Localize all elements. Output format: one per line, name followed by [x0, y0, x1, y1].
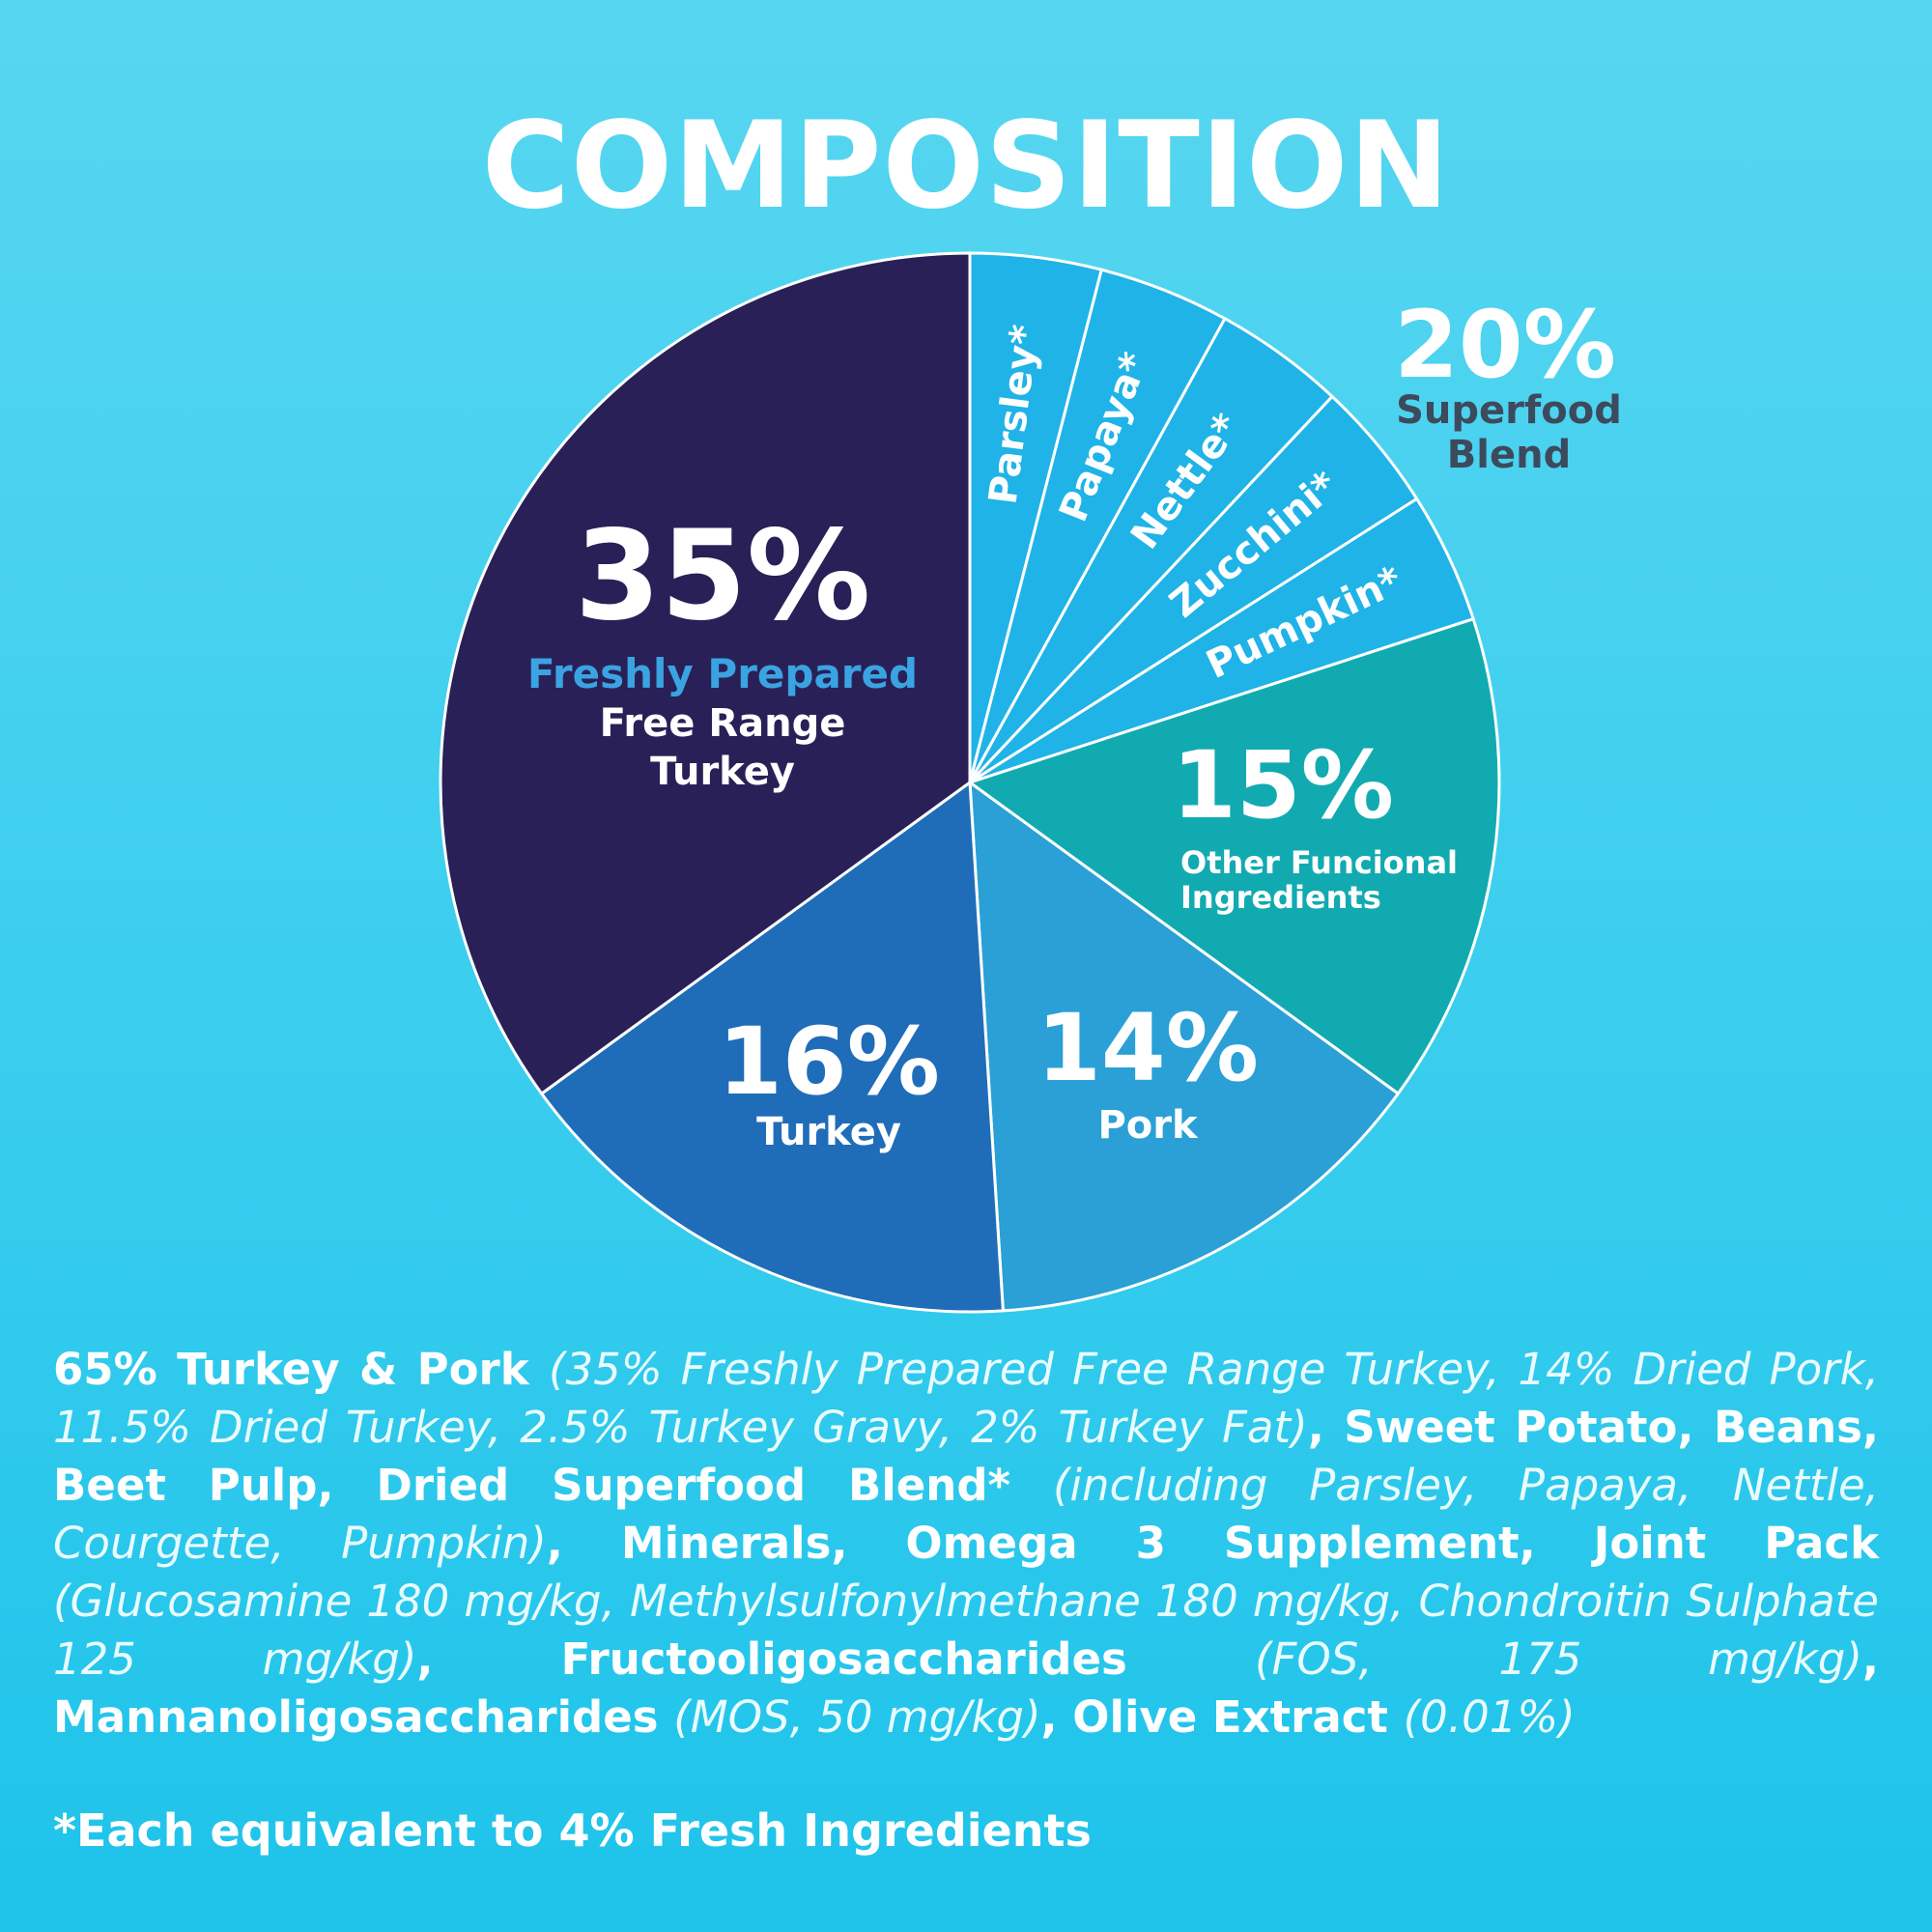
- slice-label-turkey: Turkey: [756, 1110, 901, 1154]
- superfood-label: Blend: [1447, 433, 1571, 477]
- ingredient-segment: (Glucosamine 180 mg/kg, Methylsulfonylme…: [53, 1576, 1879, 1685]
- slice-label-turkey_fresh: Turkey: [650, 750, 795, 794]
- pie-slice-turkey_fresh: [439, 251, 972, 1095]
- slice-highlight-turkey_fresh: Freshly Prepared: [527, 650, 918, 697]
- ingredients-list: 65% Turkey & Pork (35% Freshly Prepared …: [53, 1341, 1879, 1747]
- slice-label-functional: Other Funcional: [1180, 844, 1458, 881]
- superfood-label: Superfood: [1396, 388, 1622, 433]
- ingredient-segment: , Sweet Potato, Beans, Beet Pulp, Dried …: [53, 1402, 1879, 1511]
- footnote: *Each equivalent to 4% Fresh Ingredients: [53, 1804, 1092, 1857]
- slice-label-turkey_fresh: Free Range: [600, 701, 846, 746]
- slice-label-pork: Pork: [1097, 1103, 1199, 1148]
- slice-percent-turkey: 16%: [718, 1008, 940, 1116]
- slice-percent-turkey_fresh: 35%: [575, 504, 870, 648]
- ingredient-segment: , Minerals, Omega 3 Supplement, Joint Pa…: [546, 1518, 1879, 1569]
- ingredient-segment: (35% Freshly Prepared Free Range Turkey,…: [53, 1344, 1880, 1453]
- chart-title: COMPOSITION: [481, 97, 1451, 236]
- pie-slice-functional: [968, 617, 1501, 1095]
- ingredient-segment: , Mannanoligosaccharides: [53, 1634, 1879, 1743]
- pie-slice-pork: [968, 781, 1400, 1313]
- superfood-percent: 20%: [1394, 291, 1616, 399]
- ingredient-segment: (MOS, 50 mg/kg): [673, 1691, 1041, 1743]
- ingredient-segment: (0.01%): [1403, 1691, 1576, 1743]
- ingredient-segment: 65% Turkey & Pork: [53, 1344, 549, 1395]
- slice-percent-functional: 15%: [1172, 731, 1394, 839]
- slice-label-functional: Ingredients: [1180, 879, 1381, 916]
- ingredient-segment: , Fructooligosaccharides: [416, 1634, 1255, 1685]
- ingredient-segment: (FOS, 175 mg/kg): [1254, 1634, 1862, 1685]
- pie-slice-turkey: [540, 781, 1005, 1314]
- ingredient-segment: (including Parsley, Papaya, Nettle, Cour…: [53, 1460, 1879, 1569]
- ingredient-segment: , Olive Extract: [1040, 1691, 1404, 1743]
- slice-percent-pork: 14%: [1037, 994, 1259, 1102]
